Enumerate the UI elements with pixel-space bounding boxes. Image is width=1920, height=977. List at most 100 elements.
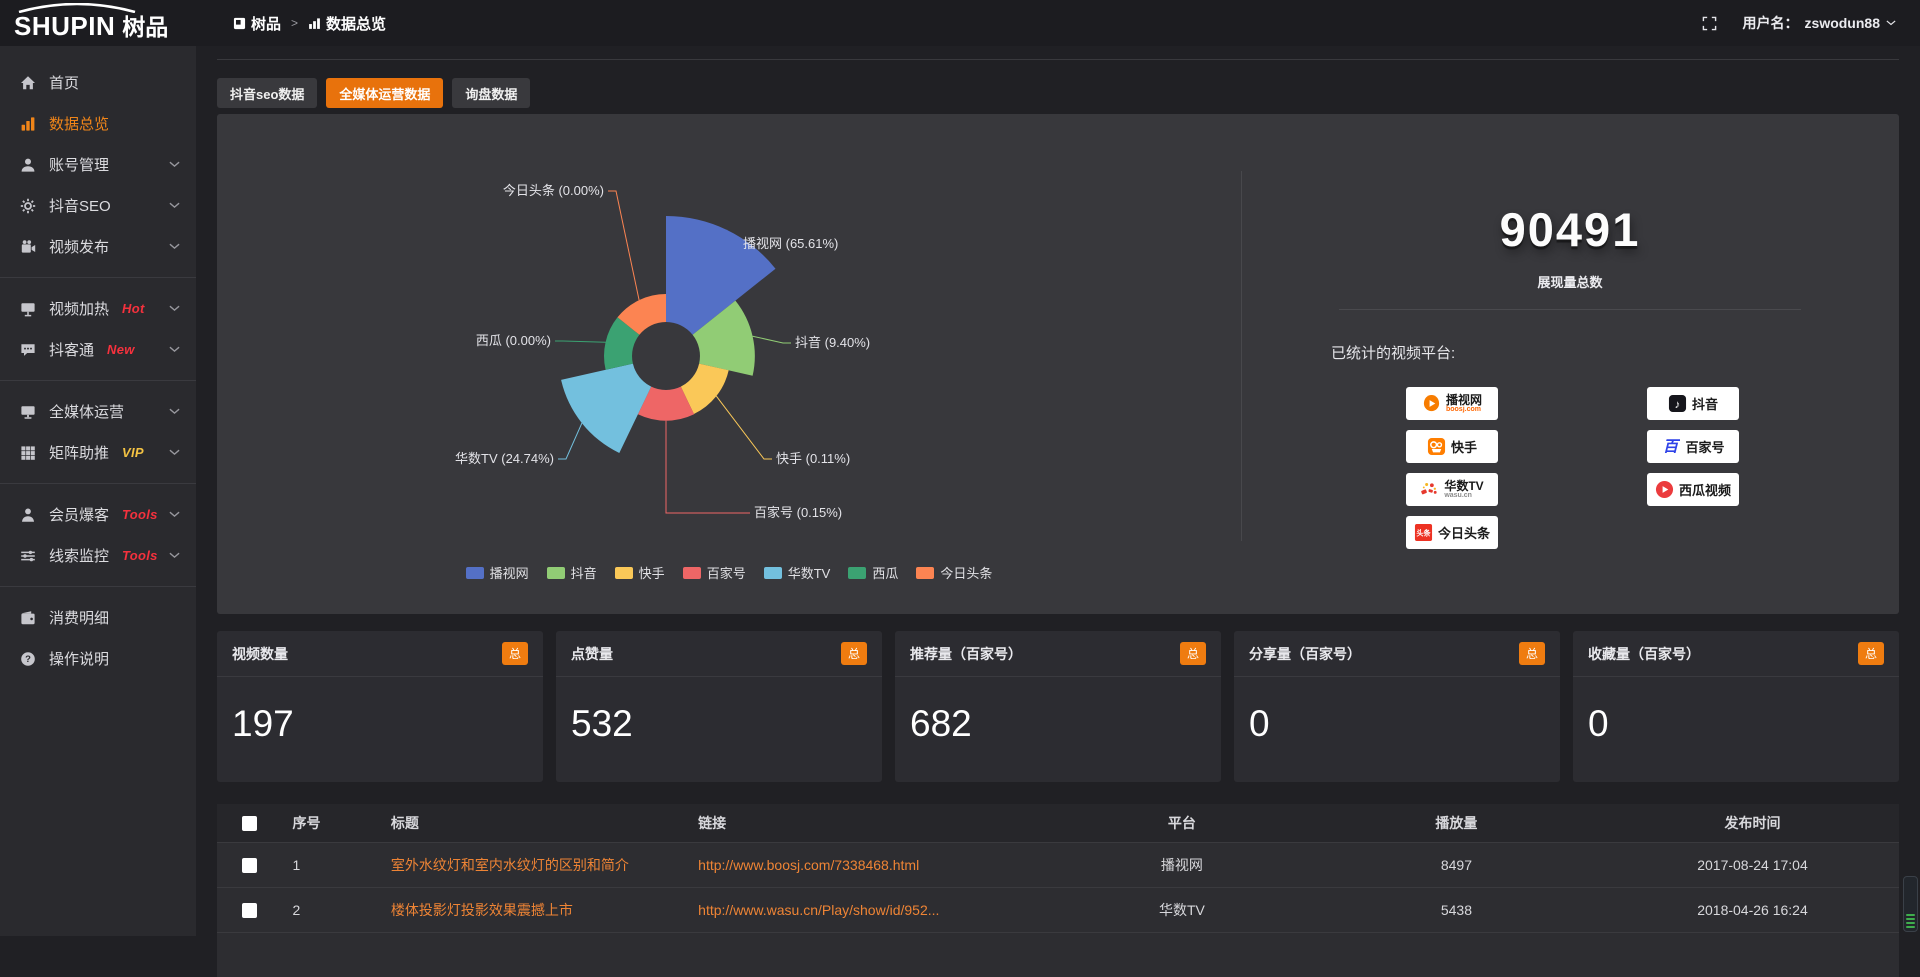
sidebar-item-label: 会员爆客	[49, 504, 109, 525]
sidebar-item-consumption[interactable]: 消费明细	[0, 597, 196, 638]
sidebar-item-tag: Tools	[122, 548, 158, 563]
total-badge[interactable]: 总	[1519, 642, 1545, 665]
cell-title[interactable]: 室外水纹灯和室内水纹灯的区别和简介	[381, 842, 688, 887]
legend-item-播视网[interactable]: 播视网	[466, 563, 529, 582]
platform-badge-kuaishou: 快手	[1406, 430, 1498, 463]
chevron-down-icon	[169, 552, 180, 559]
grid-icon	[20, 445, 36, 461]
sidebar-item-label: 视频加热	[49, 298, 109, 319]
baijiahao-logo-icon: 百	[1661, 437, 1680, 456]
legend-label: 今日头条	[940, 563, 992, 582]
cell-link[interactable]: http://www.wasu.cn/Play/show/id/952...	[688, 887, 1057, 932]
empty-cell	[1606, 932, 1899, 977]
sidebar-item-label: 消费明细	[49, 607, 109, 628]
sidebar-item-data-overview[interactable]: 数据总览	[0, 103, 196, 144]
sidebar-divider	[0, 277, 196, 278]
overview-panel: 播视网 (65.61%)抖音 (9.40%)快手 (0.11%)百家号 (0.1…	[217, 114, 1899, 614]
sliders-icon	[20, 548, 36, 564]
stat-card-label: 点赞量	[571, 644, 613, 664]
chevron-down-icon	[169, 449, 180, 456]
total-badge[interactable]: 总	[1180, 642, 1206, 665]
tab-inquiry-data[interactable]: 询盘数据	[452, 78, 530, 108]
legend-label: 抖音	[571, 563, 597, 582]
cell-plays: 8497	[1307, 842, 1606, 887]
monitor-icon	[20, 404, 36, 420]
tab-media-operation-data[interactable]: 全媒体运营数据	[326, 78, 443, 108]
platform-name: 百家号	[1685, 437, 1724, 456]
cell-link[interactable]: http://www.boosj.com/7338468.html	[688, 842, 1057, 887]
legend-label: 百家号	[707, 563, 746, 582]
rose-pie-chart: 播视网 (65.61%)抖音 (9.40%)快手 (0.11%)百家号 (0.1…	[217, 114, 1241, 614]
sidebar-item-tag: Tools	[122, 507, 158, 522]
empty-cell	[381, 932, 688, 977]
pie-label-line	[666, 421, 750, 513]
pie-label-line	[716, 396, 772, 459]
logo[interactable]: SHUPIN 树品	[0, 0, 196, 46]
cell-title[interactable]: 楼体投影灯投影效果震撼上市	[381, 887, 688, 932]
legend-label: 华数TV	[788, 563, 831, 582]
sidebar-item-video-publish[interactable]: 视频发布	[0, 226, 196, 267]
chevron-down-icon	[169, 305, 180, 312]
total-badge[interactable]: 总	[1858, 642, 1884, 665]
legend-item-百家号[interactable]: 百家号	[683, 563, 746, 582]
select-all-checkbox[interactable]	[242, 816, 257, 831]
bar-chart-icon	[308, 17, 321, 30]
pie-label: 播视网 (65.61%)	[743, 236, 838, 251]
scroll-widget[interactable]	[1903, 876, 1918, 932]
vertical-divider	[1241, 171, 1242, 541]
legend-item-抖音[interactable]: 抖音	[547, 563, 597, 582]
stat-card-value: 0	[1573, 677, 1899, 782]
topbar: SHUPIN 树品 树品 > 数据总览 用户名：zswodun88	[0, 0, 1920, 46]
username-value: zswodun88	[1805, 15, 1880, 31]
sidebar-item-matrix-boost[interactable]: 矩阵助推 VIP	[0, 432, 196, 473]
cell-publish-time: 2017-08-24 17:04	[1606, 842, 1899, 887]
sidebar-item-help[interactable]: ?操作说明	[0, 638, 196, 679]
sidebar-item-label: 矩阵助推	[49, 442, 109, 463]
chevron-down-icon	[169, 408, 180, 415]
table-header-row: 序号标题链接平台播放量发布时间	[217, 804, 1899, 842]
legend-label: 播视网	[490, 563, 529, 582]
sidebar-item-home[interactable]: 首页	[0, 62, 196, 103]
sidebar-item-account-manage[interactable]: 账号管理	[0, 144, 196, 185]
sidebar-item-member-baoke[interactable]: 会员爆客 Tools	[0, 494, 196, 535]
pie-label: 抖音 (9.40%)	[795, 335, 870, 350]
member-icon	[20, 507, 36, 523]
sidebar-item-label: 全媒体运营	[49, 401, 124, 422]
user-menu[interactable]: 用户名：zswodun88	[1743, 13, 1896, 33]
stat-card-header: 收藏量（百家号） 总	[1573, 631, 1899, 677]
home-icon	[20, 75, 36, 91]
chevron-down-icon	[169, 161, 180, 168]
select-all-cell	[217, 804, 283, 842]
fullscreen-icon[interactable]	[1702, 16, 1717, 31]
tab-douyin-seo-data[interactable]: 抖音seo数据	[217, 78, 317, 108]
sidebar-item-tag: VIP	[122, 445, 144, 460]
stat-card-value: 682	[895, 677, 1221, 782]
logo-text: SHUPIN	[14, 13, 115, 39]
scroll-widget-bar	[1906, 914, 1915, 916]
window-icon	[233, 17, 246, 30]
total-badge[interactable]: 总	[502, 642, 528, 665]
empty-cell	[1057, 932, 1307, 977]
legend-item-华数TV[interactable]: 华数TV	[764, 563, 831, 582]
stat-card-value: 197	[217, 677, 543, 782]
row-checkbox[interactable]	[242, 858, 257, 873]
legend-item-今日头条[interactable]: 今日头条	[916, 563, 992, 582]
row-checkbox[interactable]	[242, 903, 257, 918]
legend-item-快手[interactable]: 快手	[615, 563, 665, 582]
breadcrumb-root[interactable]: 树品	[233, 13, 281, 34]
scroll-widget-bar	[1906, 918, 1915, 920]
sidebar-item-douyin-seo[interactable]: 抖音SEO	[0, 185, 196, 226]
stat-card-label: 收藏量（百家号）	[1588, 644, 1700, 664]
legend-item-西瓜[interactable]: 西瓜	[848, 563, 898, 582]
total-badge[interactable]: 总	[841, 642, 867, 665]
sidebar-item-media-operation[interactable]: 全媒体运营	[0, 391, 196, 432]
column-header-播放量: 播放量	[1307, 804, 1606, 842]
scroll-widget-bar	[1906, 922, 1915, 924]
breadcrumb-current[interactable]: 数据总览	[308, 13, 386, 34]
chart-legend: 播视网 抖音快手 百家号 华数TV 西瓜 今日头条	[217, 563, 1241, 582]
